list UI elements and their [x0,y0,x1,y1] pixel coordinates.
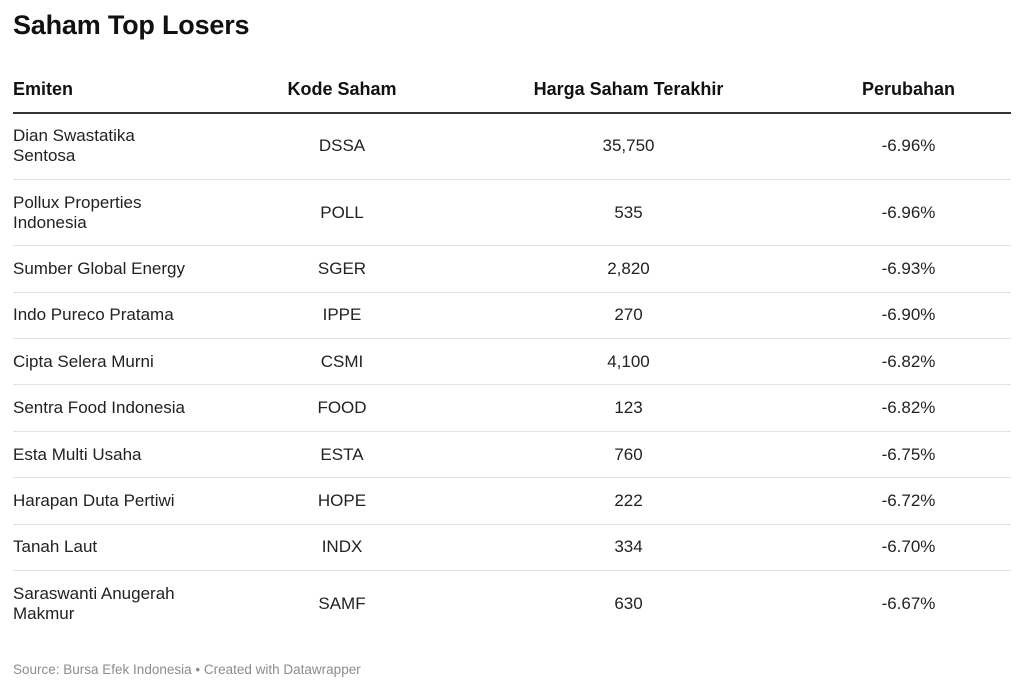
cell-harga-saham: 760 [451,431,806,479]
table-row: Indo Pureco Pratama IPPE 270 -6.90% [13,292,1011,340]
table-header: Emiten Kode Saham Harga Saham Terakhir P… [13,66,1011,114]
cell-harga-saham: 630 [614,593,643,613]
cell-emiten: Cipta Selera Murni [13,338,233,386]
table-row: Sumber Global Energy SGER 2,820 -6.93% [13,245,1011,293]
emiten-name: Pollux Properties Indonesia [13,192,142,232]
emiten-name: Harapan Duta Pertiwi [13,490,175,510]
footer-credit: Created with Datawrapper [203,662,361,677]
cell-perubahan: -6.75% [806,431,1011,479]
cell-emiten: Esta Multi Usaha [13,431,233,479]
cell-perubahan: -6.82% [806,384,1011,432]
emiten-name: Tanah Laut [13,537,98,557]
emiten-name: Sentra Food Indonesia [13,398,186,418]
cell-emiten: Tanah Laut [13,524,233,572]
table-row: Harapan Duta Pertiwi HOPE 222 -6.72% [13,477,1011,525]
table-row: Saraswanti Anugerah Makmur SAMF 630 -6.67% [13,571,1011,637]
column-header-harga-saham: Harga Saham Terakhir [451,66,806,114]
cell-kode-saham: DSSA [233,113,451,180]
table-row: Dian Swastatika Sentosa DSSA 35,750 -6.96% [13,113,1011,180]
cell-perubahan: -6.72% [806,477,1011,525]
cell-emiten: Dian Swastatika Sentosa [13,113,233,180]
table-row: Pollux Properties Indonesia POLL 535 -6.96% [13,179,1011,247]
header-row: Emiten Kode Saham Harga Saham Terakhir P… [13,66,1011,114]
cell-harga-saham: 270 [451,292,806,340]
cell-kode-saham: HOPE [233,477,451,525]
footer-source: Source: Bursa Efek Indonesia [13,662,192,677]
emiten-name: Cipta Selera Murni [13,351,154,371]
column-header-emiten: Emiten [13,66,233,114]
cell-perubahan: -6.82% [806,338,1011,386]
cell-harga-saham: 4,100 [451,338,806,386]
cell-emiten: Pollux Properties Indonesia [13,179,233,247]
column-header-perubahan: Perubahan [806,66,1011,114]
cell-perubahan: -6.67% [881,593,936,613]
cell-harga-saham: 35,750 [451,113,806,180]
cell-harga-saham: 222 [451,477,806,525]
cell-perubahan: -6.70% [806,524,1011,572]
cell-kode-saham: INDX [233,524,451,572]
emiten-name: Sumber Global Energy [13,258,185,278]
cell-emiten: Sumber Global Energy [13,245,233,293]
cell-emiten: Harapan Duta Pertiwi [13,477,233,525]
cell-harga-saham: 2,820 [451,245,806,293]
cell-kode-saham: SGER [233,245,451,293]
emiten-name: Saraswanti Anugerah Makmur [13,583,175,623]
cell-kode-saham: CSMI [233,338,451,386]
cell-perubahan: -6.96% [806,113,1011,180]
table-row: Sentra Food Indonesia FOOD 123 -6.82% [13,384,1011,432]
footer-separator: • [195,662,201,677]
emiten-name: Dian Swastatika Sentosa [13,126,135,166]
footer: Source: Bursa Efek Indonesia • Created w… [13,662,361,677]
cell-kode-saham: FOOD [233,384,451,432]
top-losers-table: Emiten Kode Saham Harga Saham Terakhir P… [13,66,1011,637]
cell-emiten: Sentra Food Indonesia [13,384,233,432]
cell-kode-saham: IPPE [233,292,451,340]
column-header-kode-saham: Kode Saham [233,66,451,114]
cell-harga-saham: 334 [451,524,806,572]
cell-harga-saham: 123 [451,384,806,432]
cell-emiten: Indo Pureco Pratama [13,292,233,340]
cell-perubahan: -6.90% [806,292,1011,340]
page-title: Saham Top Losers [13,10,250,40]
cell-emiten: Saraswanti Anugerah Makmur [13,571,233,637]
cell-kode-saham: SAMF [318,593,366,613]
cell-perubahan: -6.96% [806,179,1011,247]
table-row: Tanah Laut INDX 334 -6.70% [13,524,1011,572]
table-row: Cipta Selera Murni CSMI 4,100 -6.82% [13,338,1011,386]
emiten-name: Indo Pureco Pratama [13,305,174,325]
cell-harga-saham: 535 [451,179,806,247]
emiten-name: Esta Multi Usaha [13,444,142,464]
cell-perubahan: -6.93% [806,245,1011,293]
table-body: Dian Swastatika Sentosa DSSA 35,750 -6.96% P… [13,113,1011,637]
table-row: Esta Multi Usaha ESTA 760 -6.75% [13,431,1011,479]
cell-kode-saham: POLL [233,179,451,247]
cell-kode-saham: ESTA [233,431,451,479]
